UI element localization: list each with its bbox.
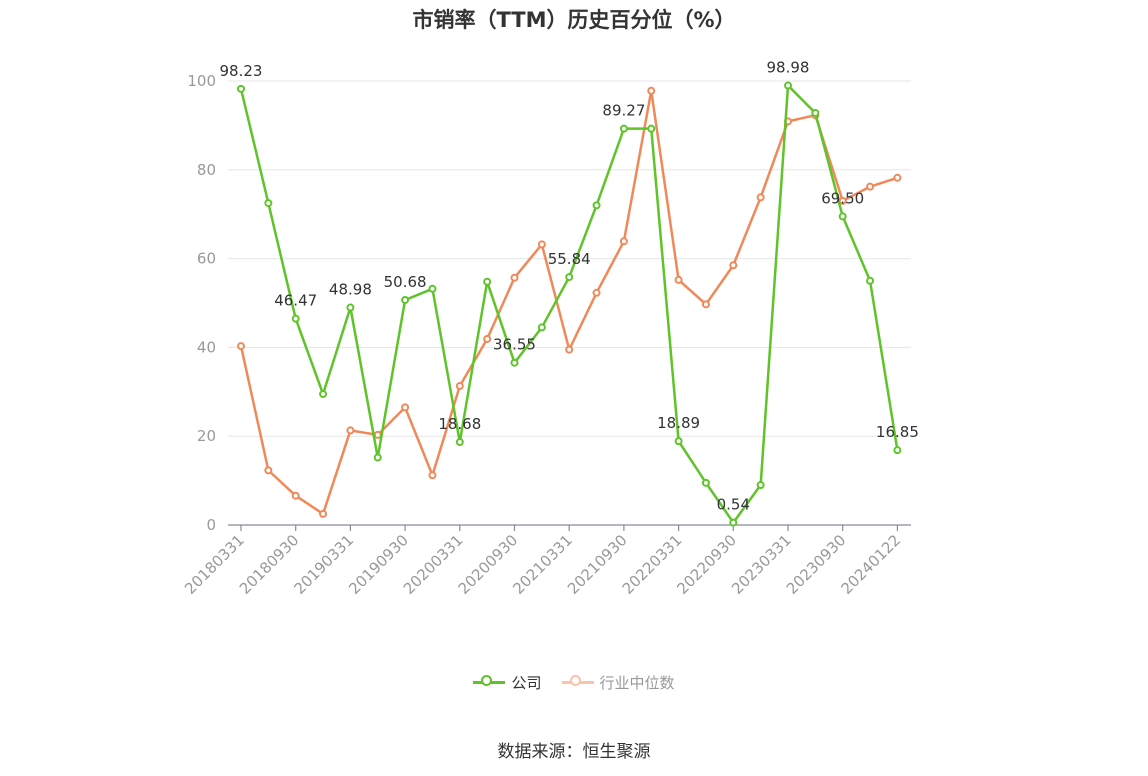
y-tick-label: 60 bbox=[197, 250, 216, 268]
data-label: 98.98 bbox=[767, 59, 810, 77]
data-point-company bbox=[756, 481, 765, 490]
data-point-company bbox=[674, 437, 683, 446]
data-point-industry bbox=[565, 345, 574, 354]
legend-company-label: 公司 bbox=[511, 674, 542, 692]
legend-item-company[interactable]: 公司 bbox=[473, 672, 542, 693]
data-point-company bbox=[784, 81, 792, 90]
data-point-company bbox=[483, 277, 492, 286]
data-point-industry bbox=[483, 334, 492, 343]
data-labels: 98.23 46.47 48.98 50.68 18.68 36.55 55.84 89.27… bbox=[220, 59, 919, 514]
y-tick-label: 0 bbox=[206, 516, 216, 534]
y-tick-label: 40 bbox=[197, 338, 216, 356]
source-note: 数据来源：恒生聚源 bbox=[497, 742, 651, 762]
data-point-company bbox=[264, 199, 273, 208]
data-point-company bbox=[319, 390, 328, 399]
chart-title: 市销率（TTM）历史百分位（%） bbox=[412, 8, 736, 32]
data-point-industry bbox=[756, 193, 765, 202]
data-label: 98.23 bbox=[220, 62, 263, 80]
data-point-industry bbox=[893, 173, 902, 182]
data-point-industry bbox=[291, 491, 300, 500]
y-tick-label: 100 bbox=[187, 72, 216, 90]
data-point-company bbox=[510, 358, 519, 367]
data-point-industry bbox=[264, 466, 273, 475]
series-line-industry bbox=[239, 89, 898, 516]
data-point-industry bbox=[866, 182, 875, 191]
data-point-industry bbox=[674, 275, 683, 284]
axes: 0204060801002018033120180930201903312019… bbox=[181, 72, 911, 598]
data-label: 0.54 bbox=[717, 496, 750, 514]
data-point-company bbox=[373, 453, 382, 462]
legend-item-industry[interactable]: 行业中位数 bbox=[561, 672, 675, 693]
data-label: 36.55 bbox=[493, 336, 536, 354]
data-point-company bbox=[619, 124, 628, 133]
data-point-company bbox=[428, 284, 437, 293]
data-label: 69.50 bbox=[821, 189, 864, 207]
series-lines bbox=[237, 81, 902, 527]
data-point-company bbox=[893, 446, 902, 455]
legend-company-line-icon bbox=[473, 675, 506, 686]
data-point-industry bbox=[647, 86, 656, 95]
data-label: 50.68 bbox=[384, 273, 427, 291]
data-point-industry bbox=[537, 240, 546, 249]
data-label: 89.27 bbox=[602, 102, 645, 120]
data-point-industry bbox=[592, 288, 601, 297]
data-point-company bbox=[565, 273, 574, 282]
legend-industry-label: 行业中位数 bbox=[599, 674, 675, 692]
data-point-industry bbox=[510, 273, 519, 282]
data-point-company bbox=[237, 84, 245, 93]
data-label: 46.47 bbox=[274, 292, 317, 310]
data-point-company bbox=[401, 295, 410, 304]
data-point-company bbox=[838, 212, 847, 221]
data-point-company bbox=[291, 314, 300, 323]
legend: 公司 行业中位数 bbox=[0, 672, 1148, 693]
data-point-industry bbox=[319, 509, 328, 518]
data-label: 48.98 bbox=[329, 281, 372, 299]
data-point-industry bbox=[455, 382, 464, 391]
data-point-industry bbox=[401, 403, 410, 412]
data-label: 18.68 bbox=[438, 415, 481, 433]
y-tick-label: 20 bbox=[197, 427, 216, 445]
data-label: 55.84 bbox=[548, 250, 591, 268]
data-label: 18.89 bbox=[657, 414, 700, 432]
data-point-industry bbox=[619, 237, 628, 246]
data-point-company bbox=[592, 201, 601, 210]
data-point-company bbox=[729, 518, 738, 527]
data-point-industry bbox=[237, 342, 245, 351]
data-point-company bbox=[701, 478, 710, 487]
y-tick-label: 80 bbox=[197, 161, 216, 179]
data-point-industry bbox=[701, 300, 710, 309]
data-point-company bbox=[346, 303, 355, 312]
data-point-company bbox=[811, 108, 820, 117]
x-tick-label: 20240122 bbox=[838, 531, 905, 598]
data-point-industry bbox=[729, 261, 738, 270]
data-point-industry bbox=[346, 426, 355, 435]
legend-industry-line-icon bbox=[561, 675, 594, 686]
data-point-industry bbox=[428, 471, 437, 480]
data-point-company bbox=[647, 124, 656, 133]
data-point-company bbox=[537, 323, 546, 332]
data-point-company bbox=[455, 438, 464, 447]
data-label: 16.85 bbox=[876, 423, 919, 441]
series-line-company bbox=[239, 84, 899, 524]
data-point-company bbox=[866, 276, 875, 285]
data-point-industry bbox=[373, 430, 382, 439]
